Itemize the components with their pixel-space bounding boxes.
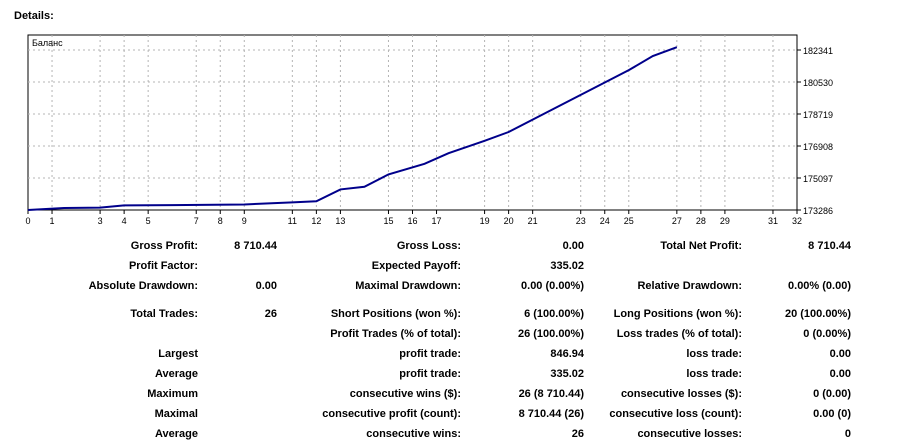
average2-label: Average <box>154 428 198 440</box>
avg-cons-losses-label: consecutive losses: <box>637 428 742 440</box>
average-loss-value: 0.00 <box>829 368 851 380</box>
short-positions-label: Short Positions (won %): <box>330 308 461 320</box>
max-cons-profit-label: consecutive profit (count): <box>322 408 461 420</box>
absolute-drawdown-value: 0.00 <box>255 280 277 292</box>
x-tick-label: 15 <box>383 216 393 226</box>
x-tick-label: 17 <box>432 216 442 226</box>
maximal-drawdown-label: Maximal Drawdown: <box>355 280 461 292</box>
x-tick-label: 12 <box>311 216 321 226</box>
details-title: Details: <box>14 10 54 22</box>
y-tick-label: 178719 <box>803 110 833 120</box>
max-cons-wins-value: 26 (8 710.44) <box>518 388 584 400</box>
average-loss-label: loss trade: <box>686 368 742 380</box>
relative-drawdown-label: Relative Drawdown: <box>637 280 742 292</box>
x-tick-label: 16 <box>407 216 417 226</box>
maximal-label: Maximal <box>154 408 198 420</box>
maximal-drawdown-value: 0.00 (0.00%) <box>521 280 584 292</box>
expected-payoff-label: Expected Payoff: <box>371 260 461 272</box>
gross-profit-label: Gross Profit: <box>130 240 198 252</box>
x-tick-label: 3 <box>98 216 103 226</box>
x-tick-label: 13 <box>335 216 345 226</box>
max-cons-loss-label: consecutive loss (count): <box>609 408 742 420</box>
total-net-profit-label: Total Net Profit: <box>660 240 742 252</box>
chart-title: Баланс <box>32 38 63 48</box>
y-tick-label: 180530 <box>803 78 833 88</box>
x-tick-label: 29 <box>720 216 730 226</box>
x-tick-label: 0 <box>25 216 30 226</box>
total-net-profit-value: 8 710.44 <box>808 240 851 252</box>
average-label: Average <box>154 368 198 380</box>
y-tick-label: 176908 <box>803 142 833 152</box>
average-profit-label: profit trade: <box>399 368 461 380</box>
y-tick-label: 175097 <box>803 174 833 184</box>
y-tick-label: 182341 <box>803 46 833 56</box>
x-tick-label: 31 <box>768 216 778 226</box>
x-tick-label: 9 <box>242 216 247 226</box>
profit-trades-value: 26 (100.00%) <box>517 328 584 340</box>
x-tick-label: 19 <box>480 216 490 226</box>
total-trades-label: Total Trades: <box>130 308 198 320</box>
x-tick-label: 7 <box>194 216 199 226</box>
long-positions-label: Long Positions (won %): <box>613 308 742 320</box>
loss-trades-value: 0 (0.00%) <box>803 328 851 340</box>
x-tick-label: 24 <box>600 216 610 226</box>
gross-profit-value: 8 710.44 <box>234 240 277 252</box>
max-cons-losses-label: consecutive losses ($): <box>620 388 742 400</box>
largest-profit-value: 846.94 <box>550 348 584 360</box>
max-cons-losses-value: 0 (0.00) <box>813 388 851 400</box>
absolute-drawdown-label: Absolute Drawdown: <box>88 280 198 292</box>
profit-factor-label: Profit Factor: <box>128 260 198 272</box>
maximum-label: Maximum <box>147 388 198 400</box>
gross-loss-value: 0.00 <box>562 240 584 252</box>
largest-label: Largest <box>158 348 198 360</box>
profit-trades-label: Profit Trades (% of total): <box>330 328 461 340</box>
x-tick-label: 25 <box>624 216 634 226</box>
average-profit-value: 335.02 <box>550 368 584 380</box>
balance-line <box>27 46 678 211</box>
expected-payoff-value: 335.02 <box>550 260 584 272</box>
largest-profit-label: profit trade: <box>399 348 461 360</box>
max-cons-loss-value: 0.00 (0) <box>813 408 851 420</box>
x-tick-label: 5 <box>146 216 151 226</box>
avg-cons-wins-value: 26 <box>571 428 584 440</box>
x-tick-label: 32 <box>792 216 802 226</box>
x-tick-label: 1 <box>50 216 55 226</box>
x-tick-label: 11 <box>288 216 297 226</box>
x-tick-label: 8 <box>218 216 223 226</box>
loss-trades-label: Loss trades (% of total): <box>616 328 742 340</box>
max-cons-profit-value: 8 710.44 (26) <box>518 408 584 420</box>
short-positions-value: 6 (100.00%) <box>524 308 584 320</box>
x-tick-label: 4 <box>122 216 127 226</box>
relative-drawdown-value: 0.00% (0.00) <box>788 280 851 292</box>
avg-cons-wins-label: consecutive wins: <box>366 428 461 440</box>
long-positions-value: 20 (100.00%) <box>784 308 851 320</box>
largest-loss-label: loss trade: <box>686 348 742 360</box>
x-tick-label: 28 <box>696 216 706 226</box>
x-tick-label: 20 <box>504 216 514 226</box>
total-trades-value: 26 <box>264 308 277 320</box>
x-tick-label: 21 <box>528 216 538 226</box>
y-tick-label: 173286 <box>803 206 833 216</box>
largest-loss-value: 0.00 <box>829 348 851 360</box>
avg-cons-losses-value: 0 <box>844 428 851 440</box>
max-cons-wins-label: consecutive wins ($): <box>349 388 461 400</box>
x-tick-label: 27 <box>672 216 682 226</box>
gross-loss-label: Gross Loss: <box>396 240 461 252</box>
x-tick-label: 23 <box>576 216 586 226</box>
